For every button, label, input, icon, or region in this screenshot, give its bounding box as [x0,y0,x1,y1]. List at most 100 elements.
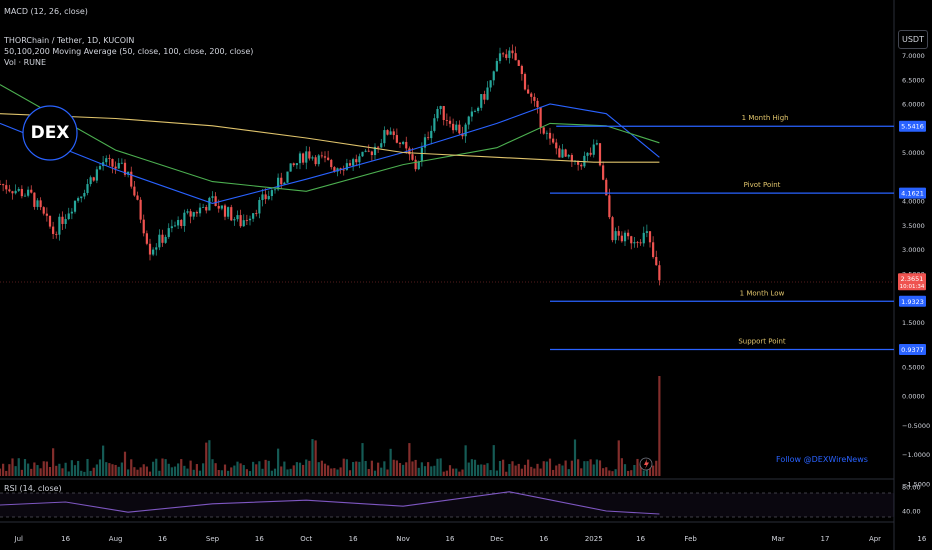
candle-body [333,167,336,172]
candle-body [11,191,14,194]
candle-body [177,220,180,226]
candle-body [8,189,11,192]
time-tick-label: Sep [206,535,220,543]
volume-bar [214,463,217,476]
volume-bar [233,465,236,476]
volume-bar [280,466,283,476]
volume-bar [11,458,14,476]
candle-body [427,137,430,139]
dex-logo-text: DEX [31,123,70,143]
volume-bar [377,462,380,476]
candle-body [133,186,136,196]
candle-body [398,142,402,144]
candle-body [442,106,445,121]
candle-body [311,157,314,159]
candle-body [17,188,20,191]
candle-body [111,158,114,167]
time-tick-label: 16 [539,535,548,543]
symbol-title: THORChain / Tether, 1D, KUCOIN [4,36,135,45]
moving-average-label[interactable]: 50,100,200 Moving Average (50, close, 10… [4,47,254,56]
candle-body [445,120,448,121]
candle-body [652,242,655,257]
macd-tick-label: −1.0000 [902,451,930,459]
rsi-indicator-label[interactable]: RSI (14, close) [4,484,62,493]
price-tick-label: 4.0000 [902,198,925,206]
volume-bar [433,465,436,476]
volume-bar [173,466,177,476]
candle-body [280,177,283,185]
candle-body [202,206,205,208]
volume-bar [567,469,570,476]
current-price-badge [898,273,926,291]
level-badge-text: 4.1621 [901,190,924,198]
volume-bar [523,464,527,476]
candle-body [617,231,620,236]
candle-body [223,205,227,217]
candle-body [139,199,142,220]
currency-button[interactable]: USDT [898,30,928,49]
candle-body [539,107,542,128]
volume-bar [139,467,142,476]
volume-bar [548,458,552,476]
volume-bar [555,465,558,476]
volume-bar [89,470,92,476]
volume-bar [592,464,595,476]
volume-bar [155,458,158,476]
volume-bar [145,466,148,476]
volume-bar [495,470,498,476]
volume-bar [230,467,233,476]
volume-bar [342,458,345,476]
candle-body [167,228,170,237]
volume-bar [605,467,608,476]
volume-bar [189,460,192,476]
volume-bar [527,459,530,476]
macd-indicator-label[interactable]: MACD (12, 26, close) [4,7,88,16]
volume-bar [445,470,448,476]
volume-bar [417,467,420,476]
candle-body [530,93,533,97]
candle-body [342,169,345,171]
level-badge [899,295,926,307]
candle-body [533,96,536,101]
volume-bar [586,461,589,476]
candle-body [317,155,320,165]
time-tick-label: 16 [61,535,70,543]
candle-body [458,124,461,134]
volume-bar [383,461,386,476]
candle-body [105,158,108,163]
candle-body [208,197,211,211]
candle-body [348,163,352,166]
volume-bar [114,464,117,476]
level-label: Pivot Point [744,181,781,189]
volume-bar [364,460,367,476]
candle-body [30,189,33,193]
lightning-icon[interactable] [644,459,649,469]
candle-body [395,135,398,143]
volume-bar [298,462,302,476]
volume-bar [655,460,658,476]
volume-bar [361,443,364,476]
time-tick-label: Apr [869,535,881,543]
candle-body [367,150,370,152]
volume-bar [77,460,80,476]
candle-body [89,177,92,185]
time-tick-label: Feb [684,535,697,543]
volume-bar [542,461,545,476]
candle-body [164,236,167,243]
volume-bar [436,458,439,476]
volume-bar [283,461,286,476]
volume-bar [517,463,520,476]
volume-label[interactable]: Vol · RUNE [4,58,47,67]
candle-body [73,200,77,212]
volume-bar [467,462,470,476]
volume-bar [227,470,230,476]
candle-body [352,159,355,166]
volume-bar [380,467,383,476]
volume-bar [267,460,270,476]
candle-body [548,132,552,139]
time-tick-label: 16 [636,535,645,543]
volume-bar [270,470,273,476]
candle-body [220,205,223,209]
